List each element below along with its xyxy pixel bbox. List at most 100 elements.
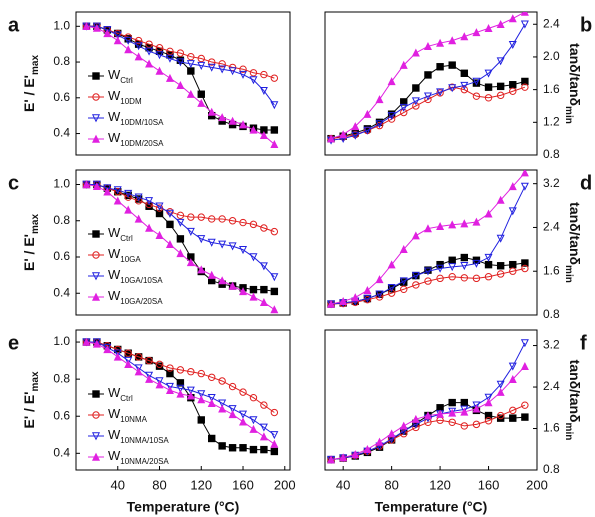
marker — [509, 406, 517, 415]
marker — [472, 217, 481, 226]
plot-frame — [324, 11, 538, 156]
marker — [387, 260, 396, 269]
y-tick-label: 1.0 — [53, 18, 70, 32]
marker — [521, 83, 529, 91]
marker — [176, 56, 185, 64]
marker — [423, 42, 432, 51]
marker — [218, 113, 227, 122]
marker — [508, 207, 517, 216]
panel-label: f — [580, 332, 587, 354]
marker — [484, 417, 493, 425]
marker — [218, 404, 227, 413]
marker — [103, 343, 112, 352]
x-tick-label: 120 — [429, 477, 451, 492]
y-axis-label-main: tanδ/tanδ — [567, 43, 583, 106]
marker — [508, 14, 517, 23]
series-line — [86, 184, 275, 278]
y-tick-label: 3.2 — [543, 176, 560, 190]
marker — [259, 262, 268, 271]
marker — [103, 184, 112, 193]
marker — [134, 214, 143, 223]
marker — [448, 220, 457, 229]
marker — [155, 360, 164, 369]
marker — [124, 189, 133, 198]
marker — [176, 49, 185, 57]
marker — [448, 272, 456, 281]
marker — [134, 193, 143, 202]
marker — [509, 414, 517, 422]
y-tick-label: 2.4 — [543, 220, 560, 234]
x-tick-label: 40 — [336, 477, 350, 492]
marker — [270, 126, 279, 134]
y-axis-label-main: tanδ/tanδ — [567, 202, 583, 265]
marker — [387, 429, 396, 438]
y-tick-label: 1.2 — [543, 114, 560, 128]
marker — [520, 182, 529, 191]
marker — [411, 231, 420, 240]
plot-frame — [75, 169, 291, 316]
marker — [124, 45, 133, 54]
x-tick-label: 160 — [478, 477, 500, 492]
marker — [92, 180, 101, 189]
marker — [363, 126, 372, 135]
y-tick-label: 0.4 — [53, 445, 70, 459]
marker — [484, 209, 493, 218]
legend-subscript: Ctrl — [120, 76, 133, 85]
marker — [399, 245, 408, 254]
marker — [412, 281, 420, 289]
legend-label: WCtrl — [108, 385, 133, 403]
marker — [472, 77, 481, 86]
marker — [509, 260, 517, 269]
marker — [82, 180, 91, 189]
marker — [509, 81, 517, 89]
legend-label: WCtrl — [108, 67, 133, 85]
marker — [134, 353, 143, 361]
marker — [520, 20, 529, 29]
marker — [92, 230, 100, 238]
marker — [249, 69, 258, 77]
marker — [165, 209, 174, 218]
marker — [208, 434, 216, 443]
y-axis-label-sub: max — [30, 55, 41, 75]
marker — [92, 390, 100, 398]
marker — [228, 444, 237, 452]
marker — [92, 181, 101, 191]
legend-name: W — [108, 267, 121, 282]
y-tick-label: 0.8 — [53, 54, 70, 68]
marker — [134, 364, 143, 373]
marker — [92, 93, 100, 101]
panel: a0.40.60.81.0E' / E'max WCtrlW10DMW10DM/1… — [8, 11, 291, 156]
marker — [387, 77, 396, 86]
marker — [460, 253, 469, 262]
marker — [91, 272, 101, 281]
marker — [520, 339, 529, 348]
marker — [239, 410, 248, 419]
marker — [327, 455, 336, 464]
marker — [411, 414, 420, 423]
marker — [207, 107, 216, 116]
marker — [186, 391, 195, 400]
marker — [496, 380, 505, 389]
marker — [207, 63, 216, 72]
marker — [460, 274, 469, 282]
plot-area — [82, 180, 279, 314]
marker — [239, 218, 247, 227]
plot-frame — [75, 11, 291, 156]
plot-area — [82, 21, 279, 148]
marker — [472, 79, 481, 87]
marker — [363, 444, 372, 453]
marker — [197, 54, 205, 63]
marker — [197, 90, 205, 98]
marker — [239, 388, 247, 396]
marker — [92, 411, 100, 419]
legend-label: W10DM/10SA — [108, 109, 164, 127]
marker — [448, 263, 457, 272]
marker — [228, 405, 237, 414]
x-tick-label: 80 — [384, 477, 398, 492]
marker — [484, 83, 493, 91]
marker — [400, 285, 408, 293]
marker — [249, 253, 258, 262]
marker — [484, 253, 493, 262]
marker — [508, 40, 517, 50]
